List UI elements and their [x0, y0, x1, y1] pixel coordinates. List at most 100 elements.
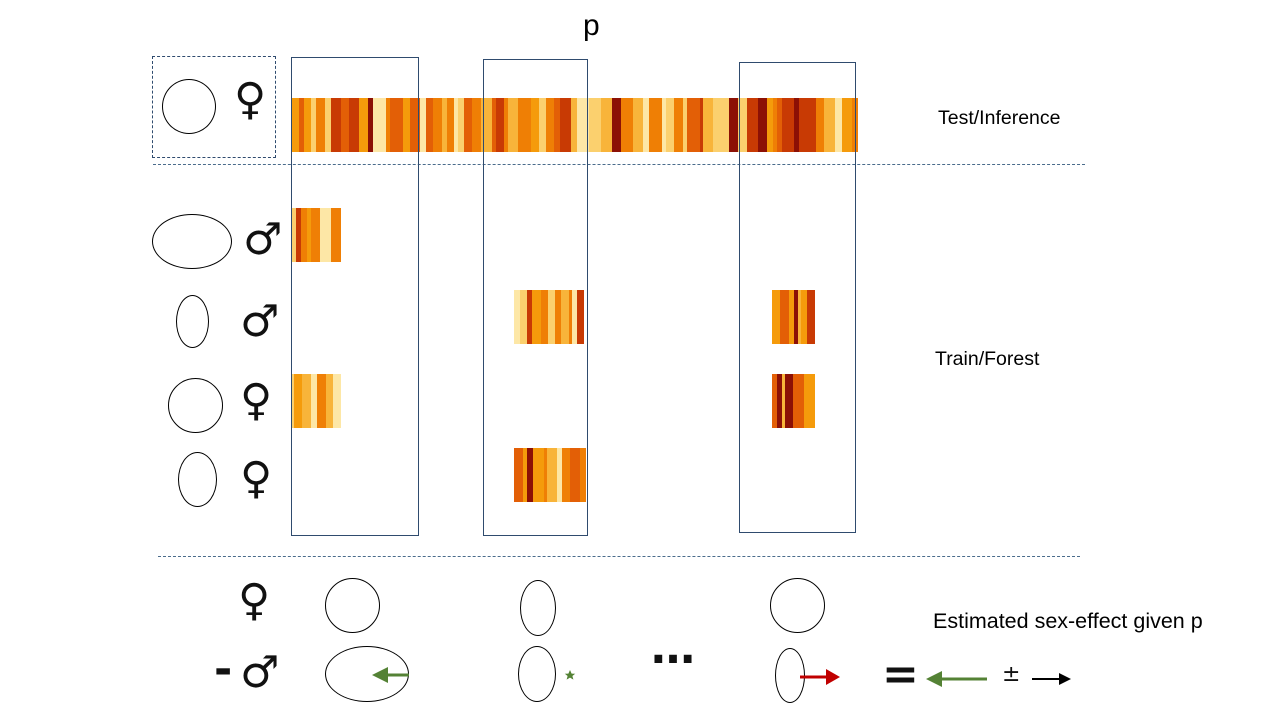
heatmap-stripe: [682, 98, 688, 152]
heatmap-stripe: [699, 98, 704, 152]
female-shape-tall-ellipse: [520, 580, 556, 636]
heatmap-stripe: [782, 98, 794, 152]
heatmap-stripe: [291, 208, 296, 262]
heatmap-stripe: [367, 98, 373, 152]
heatmap-stripe: [811, 374, 815, 428]
heatmap-stripe: [402, 98, 411, 152]
heatmap-stripe: [547, 448, 552, 502]
heatmap-stripe: [793, 374, 800, 428]
heatmap-stripe: [317, 374, 327, 428]
heatmap-stripe: [801, 290, 807, 344]
heatmap-stripe: [330, 98, 341, 152]
heatmap-stripe: [551, 448, 557, 502]
heatmap-stripe: [301, 374, 312, 428]
heatmap-stripe: [808, 98, 816, 152]
heatmap-stripe: [531, 290, 541, 344]
train-forest-label: Train/Forest: [935, 348, 1040, 370]
plus-minus-sign: ±: [1002, 662, 1021, 687]
heatmap-stripe: [547, 290, 556, 344]
heatmap-stripe: [526, 290, 532, 344]
heatmap-stripe: [471, 98, 481, 152]
heatmap-stripe: [776, 98, 783, 152]
heatmap-stripe: [294, 374, 302, 428]
heatmap-stripe: [569, 290, 572, 344]
heatmap-stripe: [556, 448, 563, 502]
heatmap-stripe: [649, 98, 653, 152]
feature-column-box: [291, 57, 419, 536]
heatmap-stripe: [446, 98, 454, 152]
heatmap-stripe: [496, 98, 505, 152]
equals-sign: =: [882, 649, 919, 700]
heatmap-stripe: [480, 98, 492, 152]
heatmap-stripe: [841, 98, 853, 152]
train-heatmap-block: [514, 290, 584, 344]
test-individual-box: [152, 56, 276, 158]
heatmap-stripe: [687, 98, 700, 152]
green-arrow-result: [926, 671, 987, 687]
heatmap-stripe: [442, 98, 447, 152]
p-label: p: [583, 9, 600, 42]
heatmap-stripe: [425, 98, 434, 152]
heatmap-stripe: [410, 98, 421, 152]
train-heatmap-block: [772, 290, 815, 344]
heatmap-stripe: [514, 290, 521, 344]
minus-sign: -: [214, 644, 233, 695]
heatmap-stripe: [823, 98, 828, 152]
heatmap-stripe: [433, 98, 443, 152]
train-shape-circle: [168, 378, 223, 433]
heatmap-stripe: [554, 98, 561, 152]
heatmap-stripe: [540, 290, 548, 344]
heatmap-stripe: [372, 98, 386, 152]
heatmap-stripe: [491, 98, 497, 152]
heatmap-stripe: [738, 98, 747, 152]
heatmap-stripe: [758, 98, 767, 152]
female-symbol: ♀: [238, 575, 271, 626]
heatmap-stripe: [453, 98, 458, 152]
male-symbol: ♂: [240, 647, 280, 698]
heatmap-stripe: [834, 98, 842, 152]
heatmap-stripe: [723, 98, 729, 152]
test-heatmap-strip: [291, 98, 858, 152]
heatmap-stripe: [538, 98, 547, 152]
male-symbol: ♂: [243, 214, 283, 265]
heatmap-stripe: [643, 98, 650, 152]
heatmap-stripe: [772, 98, 777, 152]
heatmap-stripe: [349, 98, 360, 152]
heatmap-stripe: [530, 98, 539, 152]
heatmap-stripe: [291, 374, 295, 428]
heatmap-stripe: [522, 448, 528, 502]
heatmap-stripe: [311, 374, 318, 428]
heatmap-stripe: [713, 98, 724, 152]
heatmap-stripe: [601, 98, 613, 152]
heatmap-stripe: [311, 98, 316, 152]
heatmap-stripe: [806, 290, 815, 344]
feature-column-box: [483, 59, 588, 536]
ellipsis: …: [651, 623, 695, 674]
heatmap-stripe: [783, 290, 789, 344]
heatmap-stripe: [772, 374, 778, 428]
heatmap-stripe: [299, 98, 304, 152]
heatmap-stripe: [746, 98, 759, 152]
heatmap-stripe: [457, 98, 464, 152]
black-arrow-result: [1032, 673, 1071, 685]
heatmap-stripe: [291, 98, 300, 152]
female-symbol: ♀: [234, 74, 267, 125]
heatmap-stripe: [588, 98, 602, 152]
heatmap-stripe: [532, 448, 545, 502]
train-heatmap-block: [291, 374, 342, 428]
train-heatmap-block: [514, 448, 586, 502]
heatmap-stripe: [570, 448, 581, 502]
heatmap-stripe: [803, 374, 812, 428]
heatmap-stripe: [300, 208, 307, 262]
heatmap-stripe: [815, 98, 824, 152]
heatmap-stripe: [303, 98, 312, 152]
train-heatmap-block: [772, 374, 815, 428]
heatmap-stripe: [799, 374, 804, 428]
test-shape-circle: [162, 79, 216, 134]
heatmap-stripe: [508, 98, 519, 152]
heatmap-stripe: [782, 374, 786, 428]
heatmap-stripe: [652, 98, 662, 152]
heatmap-stripe: [326, 374, 333, 428]
male-shape-tall-ellipse: [518, 646, 556, 702]
